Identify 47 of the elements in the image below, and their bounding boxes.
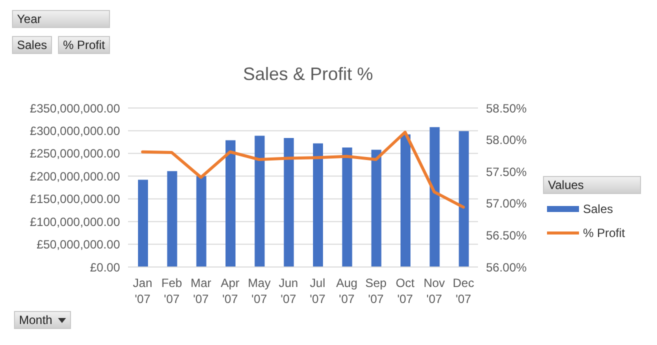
y-tick-label: £150,000,000.00 (30, 192, 120, 206)
bar (400, 134, 410, 267)
bar (254, 136, 265, 267)
legend-label: % Profit (583, 226, 626, 240)
x-tick-label: Jun '07 (278, 276, 298, 306)
bar (371, 150, 382, 267)
y-tick-label: £50,000,000.00 (36, 238, 120, 252)
y2-tick-label: 56.00% (486, 260, 528, 274)
bar (284, 138, 294, 267)
x-tick-label: Sep '07 (365, 276, 387, 306)
y2-tick-label: 56.50% (486, 228, 528, 242)
text: Sales (12, 36, 52, 54)
y2-tick-label: 57.00% (486, 196, 528, 211)
bar (313, 143, 323, 267)
legend-label: Sales (583, 202, 614, 216)
y2-tick-label: 58.00% (486, 133, 528, 148)
x-tick-label: Jan '07 (132, 276, 152, 306)
y-tick-label: £300,000,000.00 (30, 124, 120, 138)
bar (167, 171, 178, 267)
y-tick-label: £0.00 (90, 260, 120, 274)
y2-tick-label: 58.50% (486, 101, 528, 116)
bar (430, 127, 440, 267)
y2-tick-label: 57.50% (486, 164, 528, 179)
text: Year (12, 10, 110, 28)
x-tick-label: Jul '07 (310, 276, 326, 306)
y-tick-label: £350,000,000.00 (30, 101, 120, 116)
line-series (141, 130, 465, 209)
bar (458, 131, 469, 267)
y-tick-label: £200,000,000.00 (30, 169, 120, 184)
x-tick-label: Oct '07 (396, 276, 416, 306)
x-tick-label: Apr '07 (220, 276, 240, 306)
y-tick-label: £250,000,000.00 (30, 146, 120, 161)
legend-title: Values (543, 176, 641, 194)
bar (196, 176, 206, 267)
bar (226, 140, 236, 267)
text: Month (19, 313, 52, 327)
bar (138, 180, 148, 267)
x-tick-label: Mar '07 (190, 276, 212, 306)
x-tick-label: Aug '07 (336, 276, 358, 306)
y-tick-label: £100,000,000.00 (30, 214, 120, 229)
chart-title: Sales & Profit % (242, 64, 374, 85)
x-tick-label: Nov '07 (424, 276, 445, 306)
bar (342, 148, 352, 267)
x-tick-label: May '07 (248, 276, 271, 306)
x-tick-label: Feb '07 (161, 276, 182, 306)
text: % Profit (58, 36, 110, 54)
x-tick-label: Dec '07 (452, 276, 474, 306)
